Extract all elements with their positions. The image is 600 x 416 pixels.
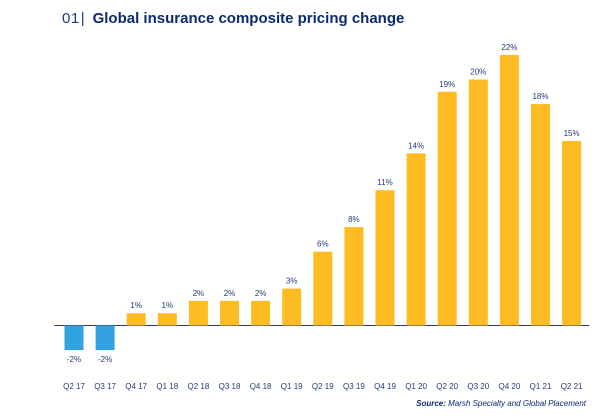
x-tick-label: Q4 19 (374, 382, 396, 391)
data-label: 18% (532, 92, 548, 101)
bar-q4-19 (375, 190, 395, 326)
bar-q4-18 (251, 300, 271, 326)
chart-title: Global insurance composite pricing chang… (92, 10, 405, 27)
x-tick-label: Q3 19 (343, 382, 365, 391)
source-text: Marsh Specialty and Global Placement (448, 399, 586, 408)
x-tick-label: Q1 20 (405, 382, 427, 391)
bar-q2-17 (64, 325, 84, 351)
x-tick-label: Q4 18 (250, 382, 272, 391)
data-label: 2% (224, 289, 236, 298)
data-label: 8% (348, 215, 360, 224)
bar-q3-20 (468, 79, 488, 326)
x-tick-label: Q1 18 (156, 382, 178, 391)
data-label: 2% (255, 289, 267, 298)
bar-q1-20 (406, 153, 426, 326)
data-label: -2% (67, 355, 81, 364)
data-label: 14% (408, 141, 424, 150)
data-label: -2% (98, 355, 112, 364)
bar-q1-21 (531, 104, 550, 326)
bar-q2-21 (562, 141, 582, 326)
source-label: Source: (416, 399, 446, 408)
bar-q3-18 (220, 300, 239, 326)
x-tick-label: Q2 21 (561, 382, 583, 391)
bar-q3-19 (344, 227, 364, 326)
data-label: 3% (286, 277, 298, 286)
data-label: 22% (501, 43, 517, 52)
data-label: 2% (193, 289, 205, 298)
bar-q4-17 (126, 313, 146, 326)
data-label: 15% (564, 129, 580, 138)
x-tick-label: Q2 18 (188, 382, 210, 391)
x-tick-label: Q1 19 (281, 382, 303, 391)
x-tick-label: Q3 20 (467, 382, 489, 391)
x-tick-label: Q4 20 (499, 382, 521, 391)
data-label: 19% (439, 80, 455, 89)
figure-number: 01 (62, 10, 80, 27)
x-tick-label: Q1 21 (530, 382, 552, 391)
source-note: Source: Marsh Specialty and Global Place… (416, 399, 586, 408)
bar-q2-18 (188, 300, 208, 326)
data-label: 1% (130, 301, 142, 310)
bar-q3-17 (95, 325, 115, 351)
data-label: 1% (162, 301, 174, 310)
x-tick-label: Q3 17 (94, 382, 116, 391)
bar-q2-20 (437, 91, 457, 326)
data-label: 6% (317, 240, 329, 249)
data-label: 11% (377, 178, 392, 187)
bar-q2-19 (313, 251, 333, 326)
x-tick-label: Q2 19 (312, 382, 334, 391)
chart-header: 01 | Global insurance composite pricing … (62, 10, 404, 36)
x-tick-label: Q2 17 (63, 382, 85, 391)
bar-q1-19 (282, 288, 302, 326)
x-tick-label: Q3 18 (219, 382, 241, 391)
x-tick-label: Q2 20 (436, 382, 458, 391)
data-label: 20% (470, 68, 486, 77)
x-tick-label: Q4 17 (125, 382, 147, 391)
figure-separator: | (80, 10, 85, 27)
bar-q4-20 (499, 54, 519, 326)
bar-q1-18 (157, 313, 177, 326)
